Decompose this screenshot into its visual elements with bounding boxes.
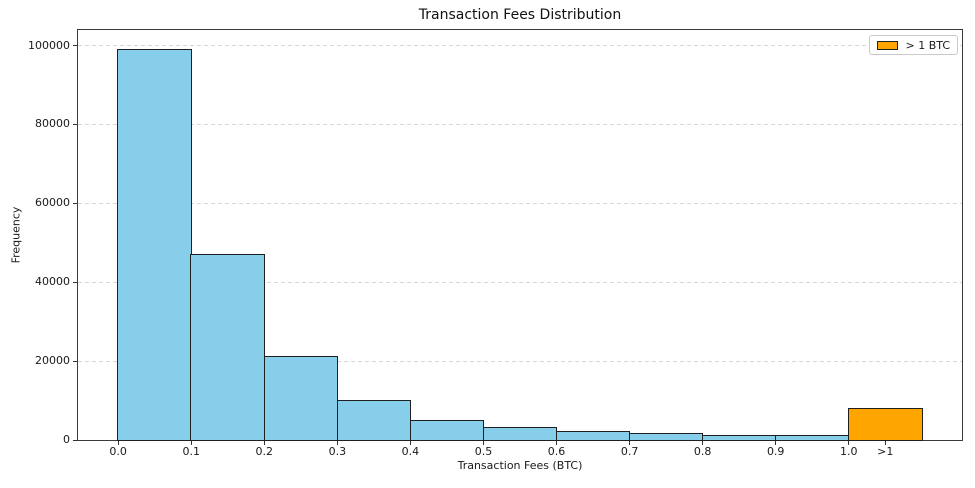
x-tick-label: 0.6 xyxy=(547,445,566,458)
x-tick-label: 0.9 xyxy=(766,445,785,458)
x-tick-mark xyxy=(629,441,631,445)
chart-title: Transaction Fees Distribution xyxy=(418,7,622,23)
y-tick-mark xyxy=(73,360,77,362)
gridline xyxy=(78,123,962,125)
x-tick-label: 0.2 xyxy=(255,445,274,458)
x-tick-label: >1 xyxy=(877,445,894,458)
legend: > 1 BTC xyxy=(869,35,958,55)
y-tick-mark xyxy=(73,439,77,441)
x-tick-mark xyxy=(775,441,777,445)
x-tick-mark xyxy=(190,441,192,445)
x-tick-label: 0.5 xyxy=(474,445,493,458)
histogram-bar xyxy=(774,435,850,441)
x-tick-label: 0.0 xyxy=(109,445,127,458)
x-tick-mark xyxy=(884,441,886,445)
y-axis-label: Frequency xyxy=(9,206,23,264)
x-tick-label: 0.8 xyxy=(693,445,712,458)
x-tick-label: 1.0 xyxy=(840,445,858,458)
x-tick-label: 0.7 xyxy=(620,445,639,458)
histogram-bar xyxy=(336,399,412,441)
x-tick-label: 0.4 xyxy=(401,445,420,458)
y-tick-label: 100000 xyxy=(28,38,70,52)
x-tick-mark xyxy=(848,441,850,445)
y-tick-mark xyxy=(73,123,77,125)
gridline xyxy=(78,360,962,362)
y-tick-mark xyxy=(73,281,77,283)
x-tick-mark xyxy=(482,441,484,445)
y-tick-mark xyxy=(73,45,77,47)
histogram-bar xyxy=(555,430,631,441)
x-tick-label: 0.1 xyxy=(182,445,200,458)
plot-area: > 1 BTC xyxy=(77,29,963,441)
histogram-bar xyxy=(409,419,485,441)
histogram-bar xyxy=(117,48,192,441)
x-tick-mark xyxy=(702,441,704,445)
y-tick-label: 80000 xyxy=(35,117,70,131)
y-tick-label: 60000 xyxy=(35,196,70,210)
x-tick-label: 0.3 xyxy=(328,445,347,458)
legend-label: > 1 BTC xyxy=(905,38,950,52)
histogram-bar xyxy=(482,426,558,441)
y-tick-label: 40000 xyxy=(35,275,70,289)
histogram-bar xyxy=(628,432,704,441)
x-axis-label: Transaction Fees (BTC) xyxy=(457,459,583,472)
gridline xyxy=(78,45,962,47)
x-tick-mark xyxy=(556,441,558,445)
histogram-bar xyxy=(190,253,266,441)
gridline xyxy=(78,202,962,204)
y-tick-label: 0 xyxy=(63,433,70,446)
x-tick-mark xyxy=(409,441,411,445)
x-tick-mark xyxy=(336,441,338,445)
x-tick-mark xyxy=(263,441,265,445)
highlight-bar xyxy=(848,407,923,441)
histogram-bar xyxy=(263,356,339,441)
legend-swatch-icon xyxy=(877,40,899,50)
gridline xyxy=(78,281,962,283)
y-tick-label: 20000 xyxy=(35,354,70,368)
histogram-bar xyxy=(701,434,777,441)
x-tick-mark xyxy=(117,441,119,445)
y-tick-mark xyxy=(73,202,77,204)
